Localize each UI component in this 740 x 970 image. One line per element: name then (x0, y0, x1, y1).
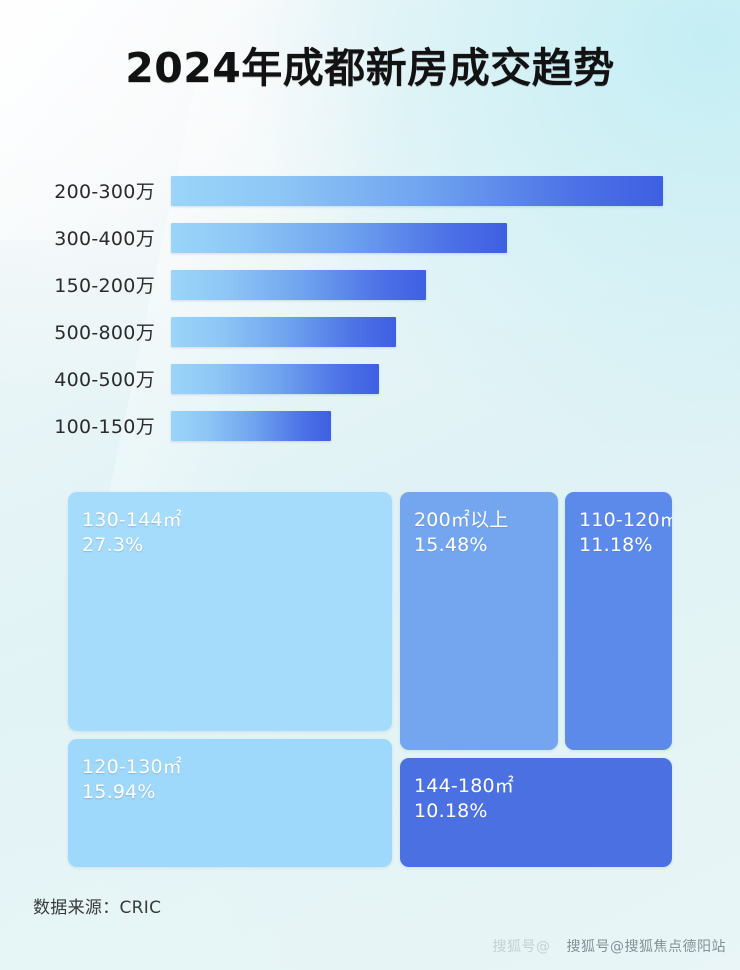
data-source-label: 数据来源：CRIC (33, 898, 162, 918)
treemap-cell-name: 110-120㎡ (579, 509, 672, 531)
treemap-cell-value: 15.94% (82, 781, 156, 803)
bar-row: 400-500万 (0, 364, 740, 394)
bar (171, 270, 426, 300)
bar-row: 200-300万 (0, 176, 740, 206)
treemap-cell[interactable]: 144-180㎡ 10.18% (400, 758, 672, 867)
treemap-cell[interactable]: 130-144㎡ 27.3% (68, 492, 392, 731)
bar-track (171, 317, 740, 347)
bar-row: 300-400万 (0, 223, 740, 253)
bar-track (171, 411, 740, 441)
bar-row: 500-800万 (0, 317, 740, 347)
treemap-cell-value: 27.3% (82, 534, 144, 556)
bar-track (171, 223, 740, 253)
bar-track (171, 270, 740, 300)
treemap-cell-name: 144-180㎡ (414, 775, 514, 797)
bar-row: 150-200万 (0, 270, 740, 300)
bar-category-label: 200-300万 (54, 181, 155, 203)
bar-category-label: 500-800万 (54, 322, 155, 344)
bar (171, 176, 663, 206)
bar-track (171, 364, 740, 394)
treemap-cell[interactable]: 110-120㎡ 11.18% (565, 492, 672, 750)
bar-category-label: 400-500万 (54, 369, 155, 391)
bar-row: 100-150万 (0, 411, 740, 441)
watermark: 搜狐号@ 搜狐号@搜狐焦点德阳站 (493, 936, 727, 956)
bar-category-label: 300-400万 (54, 228, 155, 250)
treemap-cell-name: 200㎡以上 (414, 509, 509, 531)
bar-chart: 200-300万 300-400万 150-200万 500-800万 400-500万… (0, 176, 740, 448)
watermark-text: 搜狐号@搜狐焦点德阳站 (566, 939, 726, 955)
bar (171, 223, 507, 253)
treemap-chart: 130-144㎡ 27.3% 200㎡以上 15.48% 110-120㎡ 11.18% 1… (68, 492, 672, 867)
watermark-ghost: 搜狐号@ (492, 939, 551, 955)
treemap-cell-name: 130-144㎡ (82, 509, 182, 531)
treemap-cell-value: 11.18% (579, 534, 653, 556)
treemap-cell[interactable]: 120-130㎡ 15.94% (68, 739, 392, 867)
bar-category-label: 150-200万 (54, 275, 155, 297)
bar (171, 364, 379, 394)
treemap-cell-value: 15.48% (414, 534, 488, 556)
bar-track (171, 176, 740, 206)
treemap-cell-value: 10.18% (414, 800, 488, 822)
bar (171, 411, 331, 441)
bar-category-label: 100-150万 (54, 416, 155, 438)
page-title: 2024年成都新房成交趋势 (125, 44, 615, 92)
treemap-cell[interactable]: 200㎡以上 15.48% (400, 492, 558, 750)
treemap-cell-name: 120-130㎡ (82, 756, 182, 778)
bar (171, 317, 396, 347)
